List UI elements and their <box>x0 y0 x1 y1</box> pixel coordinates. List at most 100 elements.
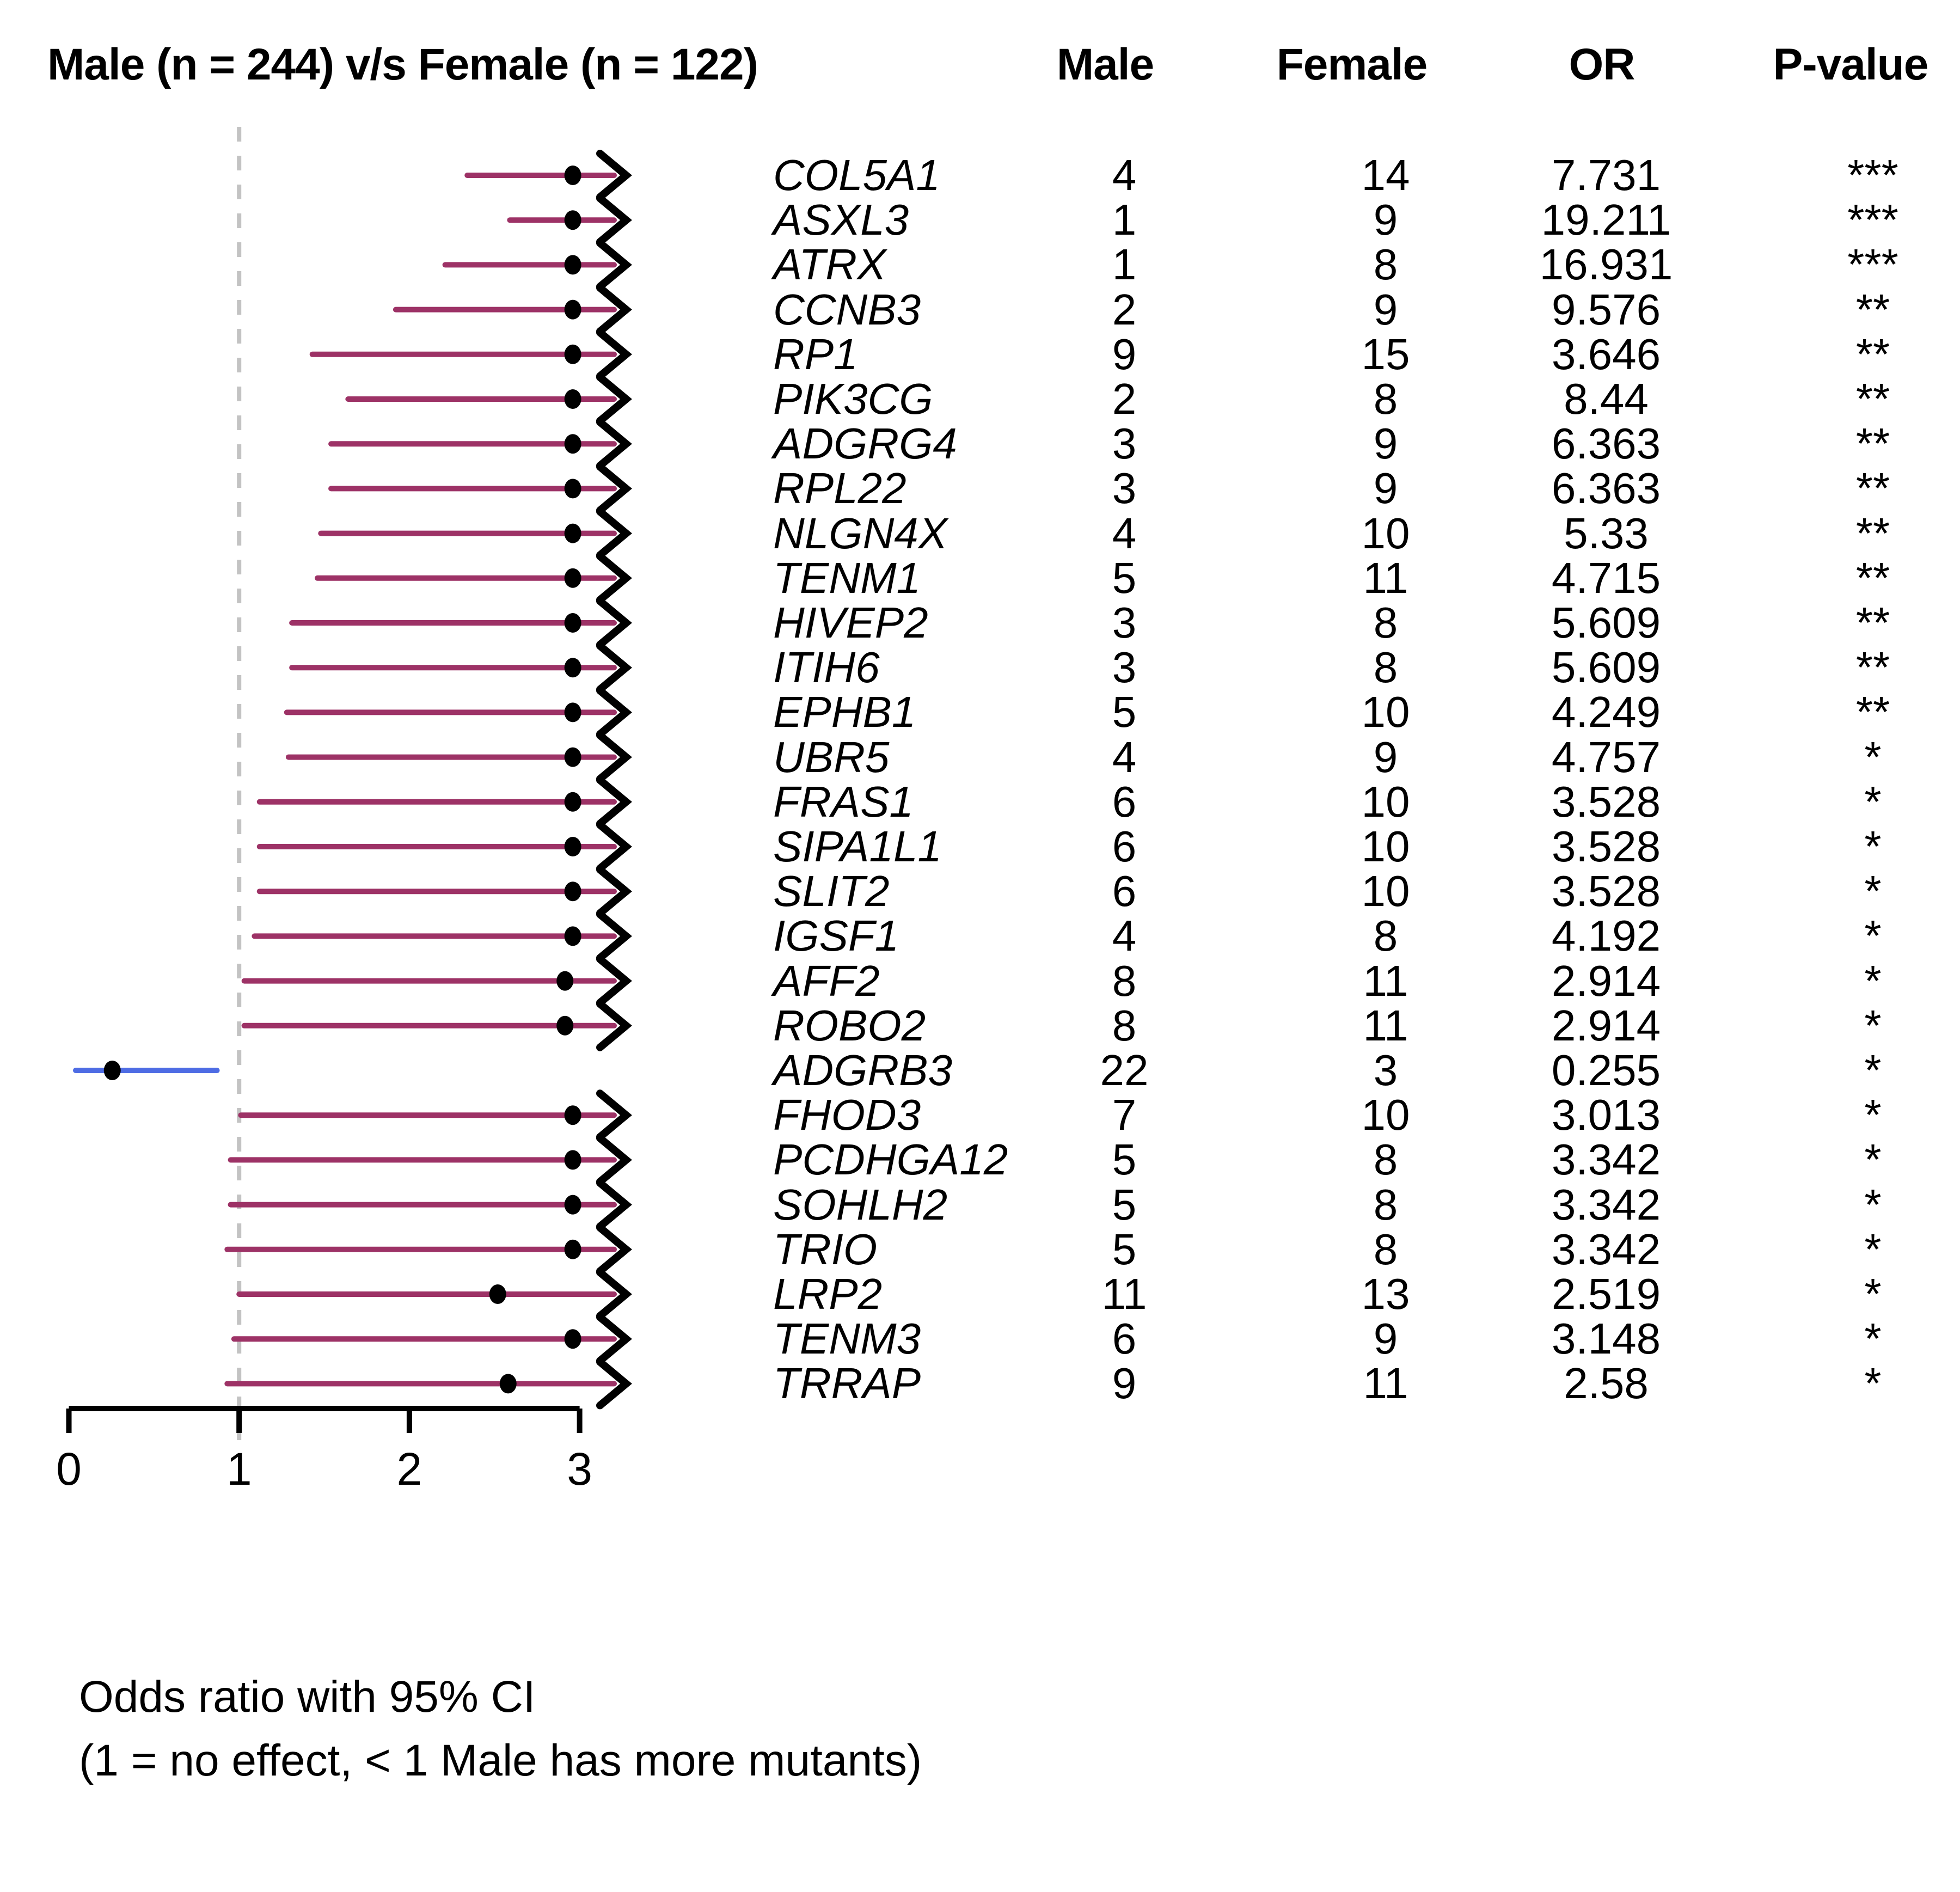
ci-clipped-arrow-icon <box>596 776 632 828</box>
or-value: 3.528 <box>1551 867 1661 916</box>
x-axis-tick-label-0: 0 <box>56 1443 82 1495</box>
or-dot-CCNB3 <box>564 299 581 320</box>
ci-clipped-arrow-icon <box>596 1269 632 1320</box>
male-count: 3 <box>1112 464 1137 513</box>
female-count: 14 <box>1361 151 1410 199</box>
female-count: 8 <box>1373 375 1398 423</box>
p-value-stars: * <box>1864 956 1882 1005</box>
gene-label: TENM1 <box>773 553 921 602</box>
or-dot-AFF2 <box>556 971 574 991</box>
or-dot-ATRX <box>564 255 581 275</box>
male-count: 6 <box>1112 1314 1137 1363</box>
male-count: 6 <box>1112 867 1137 916</box>
column-header-or: OR <box>1569 40 1636 89</box>
male-count: 4 <box>1112 732 1137 781</box>
or-value: 19.211 <box>1541 195 1671 244</box>
ci-clipped-arrow-icon <box>596 150 632 201</box>
p-value-stars: * <box>1864 777 1882 826</box>
or-value: 2.58 <box>1564 1359 1649 1408</box>
or-dot-UBR5 <box>564 747 581 767</box>
male-count: 8 <box>1112 956 1137 1005</box>
gene-label: COL5A1 <box>773 151 940 199</box>
p-value-stars: * <box>1864 822 1882 871</box>
ci-clipped-arrow-icon <box>596 507 632 559</box>
ci-clipped-arrow-icon <box>596 552 632 604</box>
or-value: 0.255 <box>1551 1046 1661 1094</box>
male-count: 7 <box>1112 1091 1137 1140</box>
column-header-female: Female <box>1276 40 1428 89</box>
male-count: 1 <box>1112 195 1137 244</box>
or-value: 5.609 <box>1551 598 1661 647</box>
or-dot-ASXL3 <box>564 210 581 230</box>
female-count: 9 <box>1373 732 1398 781</box>
ci-clipped-arrow-icon <box>596 866 632 917</box>
or-dot-TRRAP <box>499 1374 517 1394</box>
p-value-stars: ** <box>1855 553 1890 602</box>
or-value: 3.646 <box>1551 329 1661 378</box>
male-count: 6 <box>1112 822 1137 871</box>
or-value: 9.576 <box>1551 285 1661 334</box>
ci-clipped-arrow-icon <box>596 642 632 694</box>
p-value-stars: * <box>1864 1180 1882 1229</box>
p-value-stars: * <box>1864 1270 1882 1318</box>
female-count: 9 <box>1373 464 1398 513</box>
p-value-stars: *** <box>1847 151 1898 199</box>
p-value-stars: ** <box>1855 285 1890 334</box>
gene-label: PCDHGA12 <box>773 1135 1008 1184</box>
gene-label: FRAS1 <box>773 777 914 826</box>
male-count: 4 <box>1112 509 1137 558</box>
male-count: 11 <box>1101 1270 1147 1318</box>
p-value-stars: * <box>1864 1135 1882 1184</box>
ci-clipped-arrow-icon <box>596 1179 632 1230</box>
male-count: 9 <box>1112 1359 1137 1408</box>
or-value: 4.192 <box>1551 911 1661 960</box>
male-count: 2 <box>1112 375 1137 423</box>
ci-clipped-arrow-icon <box>596 1134 632 1186</box>
ci-clipped-arrow-icon <box>596 284 632 335</box>
male-count: 6 <box>1112 777 1137 826</box>
or-dot-FRAS1 <box>564 792 581 812</box>
or-dot-TENM1 <box>564 568 581 588</box>
ci-clipped-arrow-icon <box>596 1089 632 1141</box>
female-count: 8 <box>1373 643 1398 692</box>
or-dot-NLGN4X <box>564 523 581 543</box>
female-count: 10 <box>1361 1091 1410 1140</box>
female-count: 10 <box>1361 688 1410 737</box>
ci-clipped-arrow-icon <box>596 239 632 291</box>
or-dot-RP1 <box>564 344 581 364</box>
or-value: 6.363 <box>1551 464 1661 513</box>
column-header-male: Male <box>1056 40 1154 89</box>
footnote-line-1: Odds ratio with 95% CI <box>79 1672 536 1722</box>
or-value: 7.731 <box>1551 151 1661 199</box>
male-count: 9 <box>1112 329 1137 378</box>
female-count: 8 <box>1373 598 1398 647</box>
male-count: 5 <box>1112 1135 1137 1184</box>
or-dot-ROBO2 <box>556 1015 574 1036</box>
ci-clipped-arrow-icon <box>596 373 632 425</box>
gene-label: IGSF1 <box>773 911 899 960</box>
p-value-stars: ** <box>1855 419 1890 468</box>
gene-label: LRP2 <box>773 1270 883 1318</box>
gene-label: AFF2 <box>773 956 880 1005</box>
female-count: 3 <box>1373 1046 1398 1094</box>
female-count: 10 <box>1361 822 1410 871</box>
ci-clipped-arrow-icon <box>596 910 632 962</box>
gene-label: NLGN4X <box>773 509 948 558</box>
male-count: 1 <box>1112 240 1137 289</box>
p-value-stars: * <box>1864 1359 1882 1408</box>
or-dot-TENM3 <box>564 1329 581 1349</box>
or-dot-FHOD3 <box>564 1105 581 1125</box>
gene-label: ASXL3 <box>773 195 909 244</box>
or-value: 2.519 <box>1551 1270 1661 1318</box>
or-value: 16.931 <box>1539 240 1673 289</box>
p-value-stars: ** <box>1855 375 1890 423</box>
or-value: 4.757 <box>1551 732 1661 781</box>
ci-clipped-arrow-icon <box>596 1313 632 1365</box>
or-dot-COL5A1 <box>564 166 581 185</box>
or-dot-TRIO <box>564 1239 581 1259</box>
p-value-stars: * <box>1864 1091 1882 1140</box>
ci-clipped-arrow-icon <box>596 418 632 470</box>
p-value-stars: * <box>1864 911 1882 960</box>
